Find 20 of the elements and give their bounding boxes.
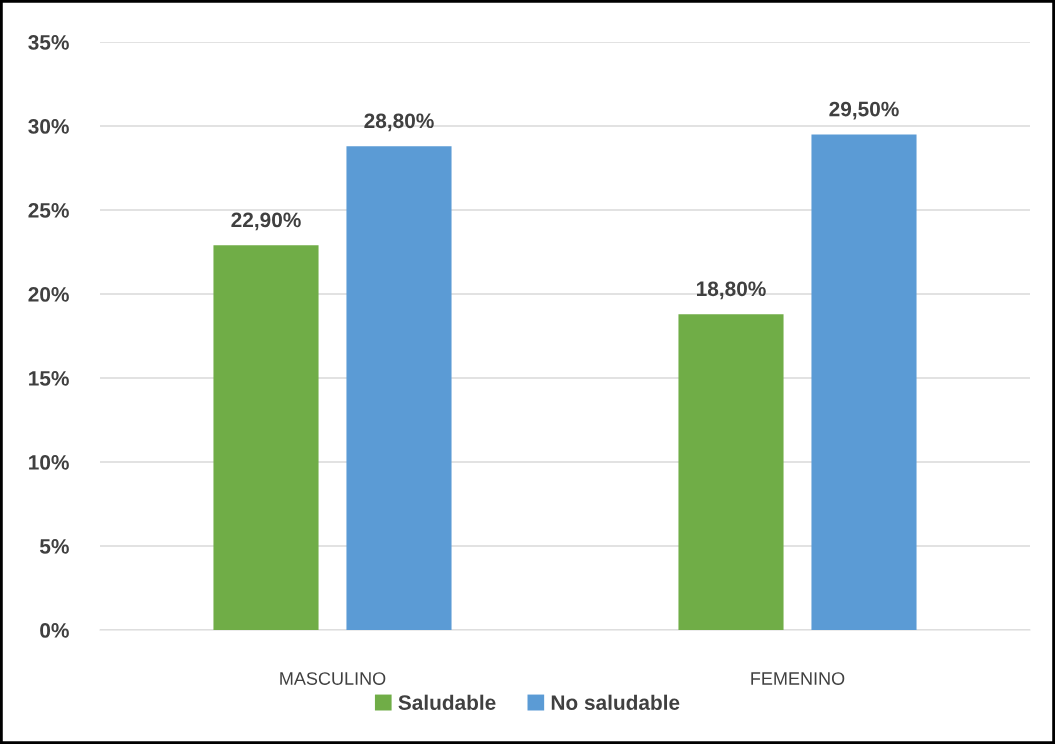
legend-label: Saludable <box>398 694 496 710</box>
bar <box>811 134 917 630</box>
x-tick-label: MASCULINO <box>280 672 386 685</box>
data-label: 28,80% <box>364 113 434 132</box>
x-tick-label: FEMENINO <box>751 672 845 685</box>
y-tick-label: 0% <box>40 623 69 638</box>
bar <box>346 146 452 630</box>
legend-label: No saludable <box>551 694 680 710</box>
y-tick-label: 25% <box>28 203 69 218</box>
y-tick-label: 30% <box>28 119 69 134</box>
bar <box>213 245 319 630</box>
data-label: 22,90% <box>231 212 301 231</box>
y-tick-label: 5% <box>39 539 69 554</box>
y-tick-label: 20% <box>28 287 69 302</box>
y-tick-label: 10% <box>29 455 69 470</box>
y-tick-label: 15% <box>29 371 69 386</box>
data-label: 18,80% <box>696 281 766 300</box>
data-label: 29,50% <box>829 101 899 120</box>
bar <box>678 314 784 630</box>
y-tick-label: 35% <box>28 35 69 50</box>
